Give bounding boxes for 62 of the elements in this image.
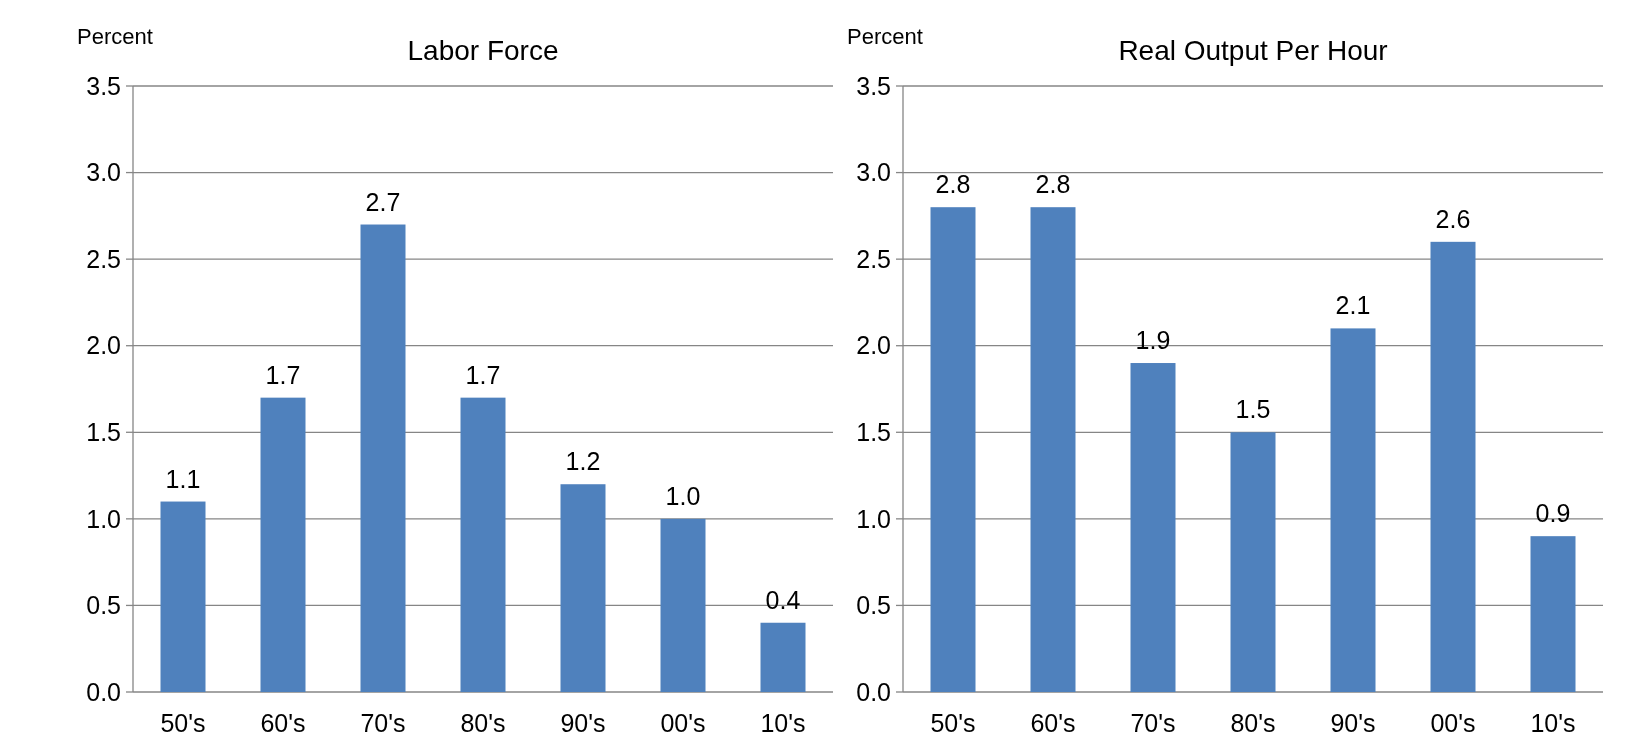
y-tick-label: 0.5 (856, 591, 891, 620)
chart-title: Real Output Per Hour (1118, 35, 1388, 66)
x-tick-label: 70's (1130, 709, 1176, 737)
y-tick-label: 1.0 (856, 504, 891, 533)
y-tick-label: 3.0 (86, 158, 121, 187)
data-label: 2.1 (1335, 291, 1371, 320)
data-label: 1.7 (265, 360, 301, 389)
y-tick-label: 3.5 (86, 71, 121, 100)
data-label: 2.8 (1035, 170, 1071, 199)
x-tick-label: 50's (160, 709, 206, 737)
bar (1430, 241, 1476, 692)
data-label: 2.7 (365, 187, 401, 216)
bar (560, 484, 606, 692)
x-tick-label: 10's (760, 709, 806, 737)
bar (930, 207, 976, 692)
bar (1330, 328, 1376, 692)
data-label: 0.9 (1535, 499, 1571, 528)
data-label: 1.2 (565, 447, 601, 476)
bar (760, 622, 806, 692)
x-tick-label: 60's (260, 709, 306, 737)
y-tick-label: 1.5 (86, 418, 121, 447)
data-label: 1.9 (1135, 326, 1171, 355)
bar (360, 224, 406, 692)
y-axis-title: Percent (77, 24, 153, 49)
y-axis-title: Percent (847, 24, 923, 49)
y-tick-label: 2.5 (856, 244, 891, 273)
data-label: 1.1 (165, 464, 201, 493)
x-tick-label: 00's (660, 709, 706, 737)
x-tick-label: 90's (1330, 709, 1376, 737)
data-label: 1.7 (465, 360, 501, 389)
bar (1530, 536, 1576, 692)
chart-title: Labor Force (407, 35, 559, 66)
x-tick-label: 00's (1430, 709, 1476, 737)
y-tick-label: 3.5 (856, 71, 891, 100)
y-tick-label: 2.0 (86, 331, 121, 360)
bar (460, 397, 506, 692)
x-tick-label: 70's (360, 709, 406, 737)
bar (1030, 207, 1076, 692)
y-tick-label: 2.5 (86, 244, 121, 273)
bar (160, 501, 206, 692)
x-tick-label: 60's (1030, 709, 1076, 737)
data-label: 1.0 (665, 481, 701, 510)
x-tick-label: 80's (1230, 709, 1276, 737)
y-tick-label: 0.5 (86, 591, 121, 620)
bar (1230, 432, 1276, 692)
bar (260, 397, 306, 692)
data-label: 2.6 (1435, 204, 1471, 233)
x-tick-label: 50's (930, 709, 976, 737)
data-label: 2.8 (935, 170, 971, 199)
data-label: 0.4 (765, 585, 801, 614)
y-tick-label: 2.0 (856, 331, 891, 360)
bar (660, 518, 706, 692)
x-tick-label: 80's (460, 709, 506, 737)
y-tick-label: 1.0 (86, 504, 121, 533)
y-tick-label: 0.0 (86, 677, 121, 706)
x-tick-label: 90's (560, 709, 606, 737)
bar (1130, 363, 1176, 692)
y-tick-label: 3.0 (856, 158, 891, 187)
data-label: 1.5 (1235, 395, 1271, 424)
y-tick-label: 1.5 (856, 418, 891, 447)
y-tick-label: 0.0 (856, 677, 891, 706)
x-tick-label: 10's (1530, 709, 1576, 737)
